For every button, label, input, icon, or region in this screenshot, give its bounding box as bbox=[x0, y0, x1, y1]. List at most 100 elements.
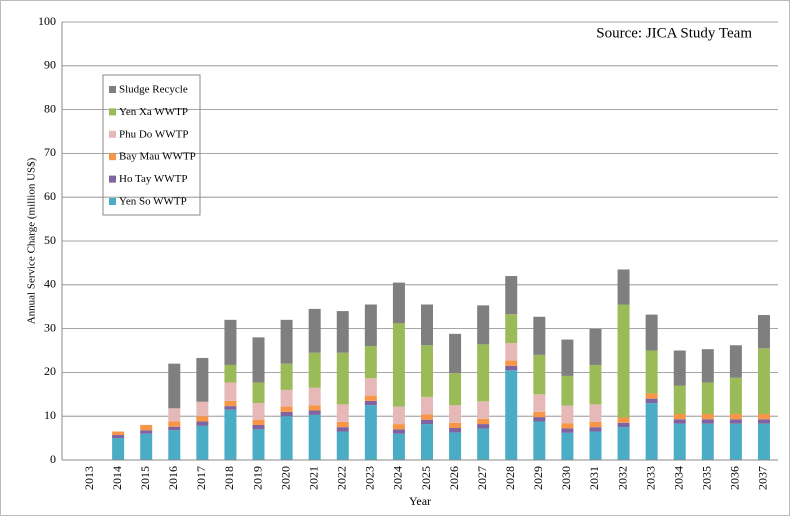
bar-segment bbox=[336, 421, 349, 428]
y-tick-label: 90 bbox=[44, 58, 56, 72]
bar-segment bbox=[112, 431, 125, 436]
bar-segment bbox=[533, 354, 546, 395]
legend-swatch bbox=[109, 130, 116, 138]
legend-label: Bay Mau WWTP bbox=[119, 151, 196, 163]
bar-segment bbox=[252, 337, 265, 383]
bar-segment bbox=[196, 357, 209, 402]
bar-segment bbox=[617, 427, 630, 460]
y-tick-label: 70 bbox=[44, 145, 56, 159]
bar-segment bbox=[701, 414, 714, 420]
bar-segment bbox=[336, 352, 349, 405]
bar-segment bbox=[280, 406, 293, 412]
bar-segment bbox=[336, 431, 349, 460]
bar-segment bbox=[280, 416, 293, 460]
bar-segment bbox=[308, 414, 321, 460]
source-note: Source: JICA Study Team bbox=[596, 25, 752, 41]
bar-segment bbox=[757, 423, 770, 460]
bar-segment bbox=[561, 428, 574, 433]
bar-segment bbox=[224, 382, 237, 401]
x-tick-label: 2024 bbox=[391, 466, 405, 490]
bar-segment bbox=[392, 433, 405, 460]
x-tick-label: 2028 bbox=[503, 466, 517, 490]
x-tick-label: 2034 bbox=[671, 466, 685, 490]
y-tick-label: 30 bbox=[44, 320, 56, 334]
bar-segment bbox=[533, 394, 546, 412]
x-tick-label: 2025 bbox=[419, 466, 433, 490]
bar-segment bbox=[561, 375, 574, 406]
bar-segment bbox=[364, 405, 377, 460]
bar-segment bbox=[533, 421, 546, 460]
bar-segment bbox=[392, 282, 405, 324]
bar-segment bbox=[336, 311, 349, 353]
bar-segment bbox=[308, 352, 321, 388]
bar-segment bbox=[757, 348, 770, 415]
x-tick-label: 2022 bbox=[335, 466, 349, 490]
y-tick-label: 60 bbox=[44, 189, 56, 203]
bar-segment bbox=[701, 349, 714, 383]
bar-segment bbox=[196, 416, 209, 422]
bar-segment bbox=[561, 405, 574, 424]
bar-segment bbox=[729, 377, 742, 415]
bar-segment bbox=[589, 404, 602, 422]
x-tick-label: 2020 bbox=[278, 466, 292, 490]
y-tick-label: 100 bbox=[38, 14, 56, 28]
bar-segment bbox=[224, 319, 237, 365]
y-tick-label: 10 bbox=[44, 408, 56, 422]
x-tick-label: 2033 bbox=[643, 466, 657, 490]
bar-segment bbox=[168, 363, 181, 409]
bar-segment bbox=[224, 406, 237, 410]
bar-segment bbox=[140, 433, 153, 460]
bar-segment bbox=[421, 304, 433, 346]
x-tick-label: 2030 bbox=[559, 466, 573, 490]
bar-segment bbox=[280, 363, 293, 390]
bar-segment bbox=[729, 423, 742, 460]
bar-segment bbox=[336, 404, 349, 422]
bar-segment bbox=[168, 426, 181, 431]
bar-segment bbox=[364, 304, 377, 347]
bar-segment bbox=[168, 421, 181, 427]
legend-swatch bbox=[109, 198, 116, 205]
y-axis-title: Annual Service Charge (million US$) bbox=[26, 157, 38, 324]
bar-segment bbox=[729, 419, 742, 424]
legend-label: Yen So WWTP bbox=[119, 196, 187, 208]
bar-segment bbox=[757, 419, 770, 424]
bar-segment bbox=[589, 431, 602, 460]
bar-segment bbox=[477, 418, 490, 425]
bar-segment bbox=[505, 370, 518, 460]
bar-segment bbox=[757, 414, 770, 420]
bar-segment bbox=[477, 428, 490, 460]
bar-segment bbox=[252, 424, 265, 430]
bar-segment bbox=[477, 305, 490, 345]
bar-segment bbox=[392, 406, 405, 425]
bar-segment bbox=[392, 424, 405, 430]
legend-label: Phu Do WWTP bbox=[119, 128, 188, 140]
legend-swatch bbox=[109, 86, 116, 93]
bar-segment bbox=[449, 333, 462, 374]
bar-segment bbox=[589, 364, 602, 405]
bar-segment bbox=[729, 345, 742, 378]
x-tick-label: 2017 bbox=[194, 466, 208, 490]
bar-segment bbox=[252, 419, 265, 425]
bar-segment bbox=[421, 414, 433, 420]
bar-segment bbox=[589, 328, 602, 365]
bar-segment bbox=[364, 400, 377, 406]
bar-segment bbox=[505, 314, 518, 344]
bar-segment bbox=[364, 378, 377, 396]
legend-label: Ho Tay WWTP bbox=[119, 173, 187, 185]
bar-segment bbox=[673, 385, 686, 415]
bar-segment bbox=[673, 423, 686, 460]
bar-segment bbox=[364, 346, 377, 379]
bar-segment bbox=[561, 432, 574, 460]
bar-segment bbox=[449, 428, 462, 433]
legend-label: Yen Xa WWTP bbox=[119, 106, 188, 118]
bar-segment bbox=[112, 438, 125, 460]
bar-segment bbox=[589, 427, 602, 432]
legend-swatch bbox=[109, 175, 116, 183]
x-tick-label: 2021 bbox=[306, 466, 320, 490]
bar-segment bbox=[673, 419, 686, 424]
bar-segment bbox=[421, 419, 433, 425]
bar-segment bbox=[645, 403, 658, 460]
x-tick-label: 2014 bbox=[110, 466, 124, 490]
legend-swatch bbox=[109, 108, 116, 116]
bar-segment bbox=[645, 314, 658, 351]
